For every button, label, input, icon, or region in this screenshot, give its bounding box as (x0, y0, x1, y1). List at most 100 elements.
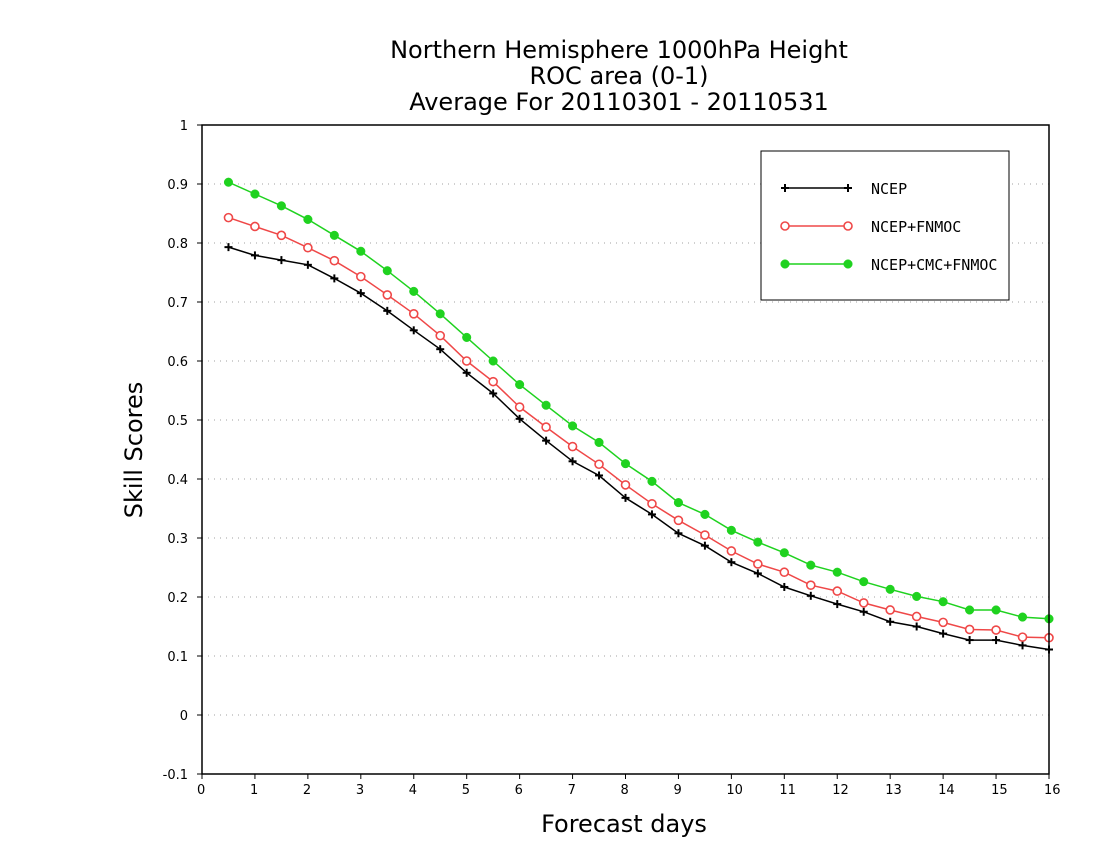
filled-circle-marker (779, 548, 789, 558)
x-tick-label: 5 (462, 783, 470, 798)
filled-circle-marker (303, 214, 313, 224)
series-ncep-fnmoc (223, 212, 1054, 643)
filled-circle-marker (726, 525, 736, 535)
plus-marker (621, 493, 630, 502)
x-tick-label: 10 (726, 783, 743, 798)
x-tick-label: 2 (303, 783, 311, 798)
filled-circle-marker (700, 509, 710, 519)
open-circle-marker (911, 611, 922, 622)
plus-marker (436, 345, 445, 354)
x-tick-label: 0 (197, 783, 205, 798)
legend: NCEP NCEP+FNMOC NCEP+CMC+FNMOC (760, 150, 1010, 301)
open-circle-marker (567, 441, 578, 452)
plus-marker (277, 256, 286, 265)
x-tick-label: 3 (356, 783, 364, 798)
filled-circle-marker (541, 400, 551, 410)
legend-entry-ncep-cmc-fnmoc: NCEP+CMC+FNMOC (780, 256, 997, 274)
filled-circle-marker (250, 189, 260, 199)
plus-marker (303, 260, 312, 269)
filled-circle-marker (382, 266, 392, 276)
series-line-ncep (228, 246, 1050, 651)
x-tick-label: 9 (673, 783, 681, 798)
y-axis-title: Skill Scores (120, 382, 148, 519)
open-circle-marker (276, 230, 287, 241)
plus-marker (886, 617, 895, 626)
y-tick-label: 0.2 (167, 591, 188, 606)
x-tick-label: 13 (885, 783, 902, 798)
y-tick-label: 0.7 (167, 296, 188, 311)
plus-marker (383, 306, 392, 315)
plus-marker (489, 389, 498, 398)
filled-circle-marker (806, 560, 816, 570)
plus-marker (356, 289, 365, 298)
filled-circle-marker (462, 332, 472, 342)
plus-marker (992, 636, 1001, 645)
y-tick-label: -0.1 (163, 768, 188, 783)
plus-marker (859, 607, 868, 616)
open-circle-marker (329, 255, 340, 266)
chart-title-line-2: ROC area (0-1) (529, 62, 708, 90)
y-tick-label: 0 (180, 709, 188, 724)
filled-circle-marker (885, 584, 895, 594)
open-circle-marker (753, 559, 763, 569)
open-circle-marker (673, 515, 684, 526)
x-tick-label: 7 (568, 783, 576, 798)
filled-circle-marker (753, 537, 763, 547)
chart-title-line-3: Average For 20110301 - 20110531 (409, 88, 829, 116)
filled-circle-marker (356, 246, 366, 256)
x-tick-label: 12 (832, 783, 849, 798)
filled-circle-marker (859, 577, 869, 587)
series-ncep (224, 243, 1053, 654)
open-circle-marker (461, 356, 472, 366)
open-circle-marker (843, 221, 853, 231)
open-circle-marker (700, 530, 710, 540)
plus-marker (700, 541, 709, 550)
open-circle-marker (1017, 632, 1028, 642)
filled-circle-marker (594, 437, 604, 447)
legend-entry-ncep: NCEP (781, 180, 907, 198)
open-circle-marker (620, 480, 631, 490)
plus-marker (833, 600, 842, 609)
chart-title-line-1: Northern Hemisphere 1000hPa Height (390, 36, 848, 64)
filled-circle-marker (515, 380, 525, 390)
plus-marker (727, 558, 736, 567)
open-circle-marker (858, 598, 869, 608)
plus-marker (912, 622, 921, 631)
open-circle-marker (832, 586, 843, 596)
filled-circle-marker (223, 177, 234, 187)
filled-circle-marker (276, 201, 286, 211)
open-circle-marker (647, 498, 657, 509)
x-tick-label: 4 (409, 783, 417, 798)
filled-circle-marker (832, 567, 842, 577)
legend-entry-ncep-fnmoc: NCEP+FNMOC (780, 218, 961, 236)
y-tick-label: 0.1 (167, 650, 188, 665)
plus-marker (409, 326, 418, 335)
filled-circle-marker (409, 286, 419, 296)
filled-circle-marker (620, 459, 631, 469)
legend-label: NCEP (871, 180, 907, 198)
x-tick-label: 16 (1044, 783, 1061, 798)
filled-circle-marker (843, 259, 853, 269)
filled-circle-marker (965, 605, 975, 615)
open-circle-marker (303, 242, 313, 253)
plus-marker (595, 471, 604, 480)
filled-circle-marker (991, 605, 1001, 615)
open-circle-marker (435, 330, 446, 341)
open-circle-marker (382, 290, 393, 300)
open-circle-marker (964, 624, 975, 635)
plus-marker (844, 184, 852, 192)
y-tick-label: 0.9 (167, 178, 188, 193)
open-circle-marker (488, 376, 498, 387)
plus-marker (568, 457, 577, 466)
open-circle-marker (541, 422, 551, 432)
y-tick-label: 0.6 (167, 355, 188, 370)
plus-marker (806, 591, 815, 600)
plus-marker (515, 414, 524, 423)
plus-marker (330, 274, 339, 283)
x-tick-label: 8 (621, 783, 629, 798)
plus-marker (753, 569, 762, 578)
series-lines (223, 177, 1054, 654)
x-tick-label: 6 (515, 783, 523, 798)
filled-circle-marker (912, 591, 922, 601)
